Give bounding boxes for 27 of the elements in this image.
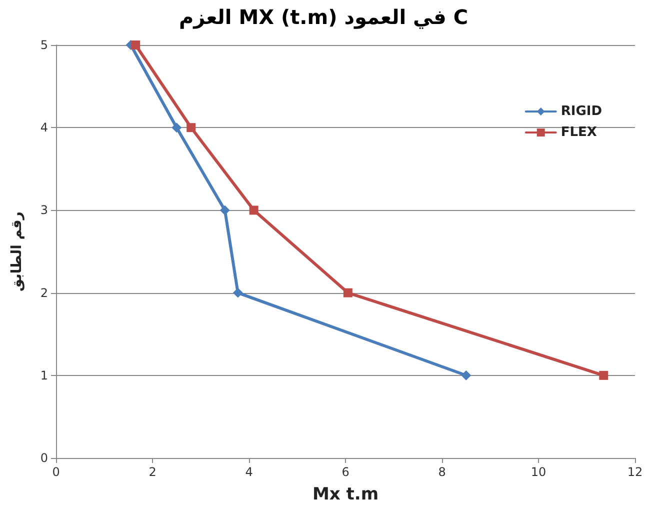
y-tick-label: 2 [40,286,48,300]
x-tick-label: 8 [438,465,446,479]
x-axis-title: Mx t.m [312,484,379,504]
point [249,206,258,215]
x-tick-label: 4 [245,465,253,479]
x-tick-label: 10 [530,465,546,479]
legend-label: FLEX [560,125,597,140]
point [461,370,472,380]
x-tick-label: 12 [627,465,643,479]
y-tick-label: 3 [40,203,48,218]
y-tick-label: 1 [40,368,48,382]
point [172,122,182,133]
point [232,288,243,298]
y-tick-label: 5 [40,38,48,52]
legend-label: RIGID [560,104,602,119]
point [343,288,352,298]
x-tick-label: 2 [148,465,156,479]
y-tick-label: 4 [40,120,48,135]
x-tick-label: 6 [342,465,350,479]
point [220,205,230,216]
y-tick-label: 0 [40,451,48,465]
point [186,123,196,132]
point [599,370,608,380]
chart-title: العزم MX (t.m) في العمود C [178,5,468,29]
x-tick-label: 0 [52,465,60,479]
y-axis-title: رقم الطابق [9,212,25,292]
point [131,40,140,50]
